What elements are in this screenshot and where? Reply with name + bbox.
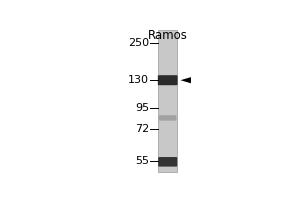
Text: Ramos: Ramos [148, 29, 188, 42]
Text: 72: 72 [135, 124, 149, 134]
Bar [158, 30, 177, 172]
Text: 130: 130 [128, 75, 149, 85]
Text: 55: 55 [135, 156, 149, 166]
Text: 95: 95 [135, 103, 149, 113]
Polygon shape [181, 77, 191, 83]
FancyBboxPatch shape [158, 157, 177, 167]
FancyBboxPatch shape [159, 115, 176, 121]
Text: 250: 250 [128, 38, 149, 48]
FancyBboxPatch shape [158, 75, 178, 85]
